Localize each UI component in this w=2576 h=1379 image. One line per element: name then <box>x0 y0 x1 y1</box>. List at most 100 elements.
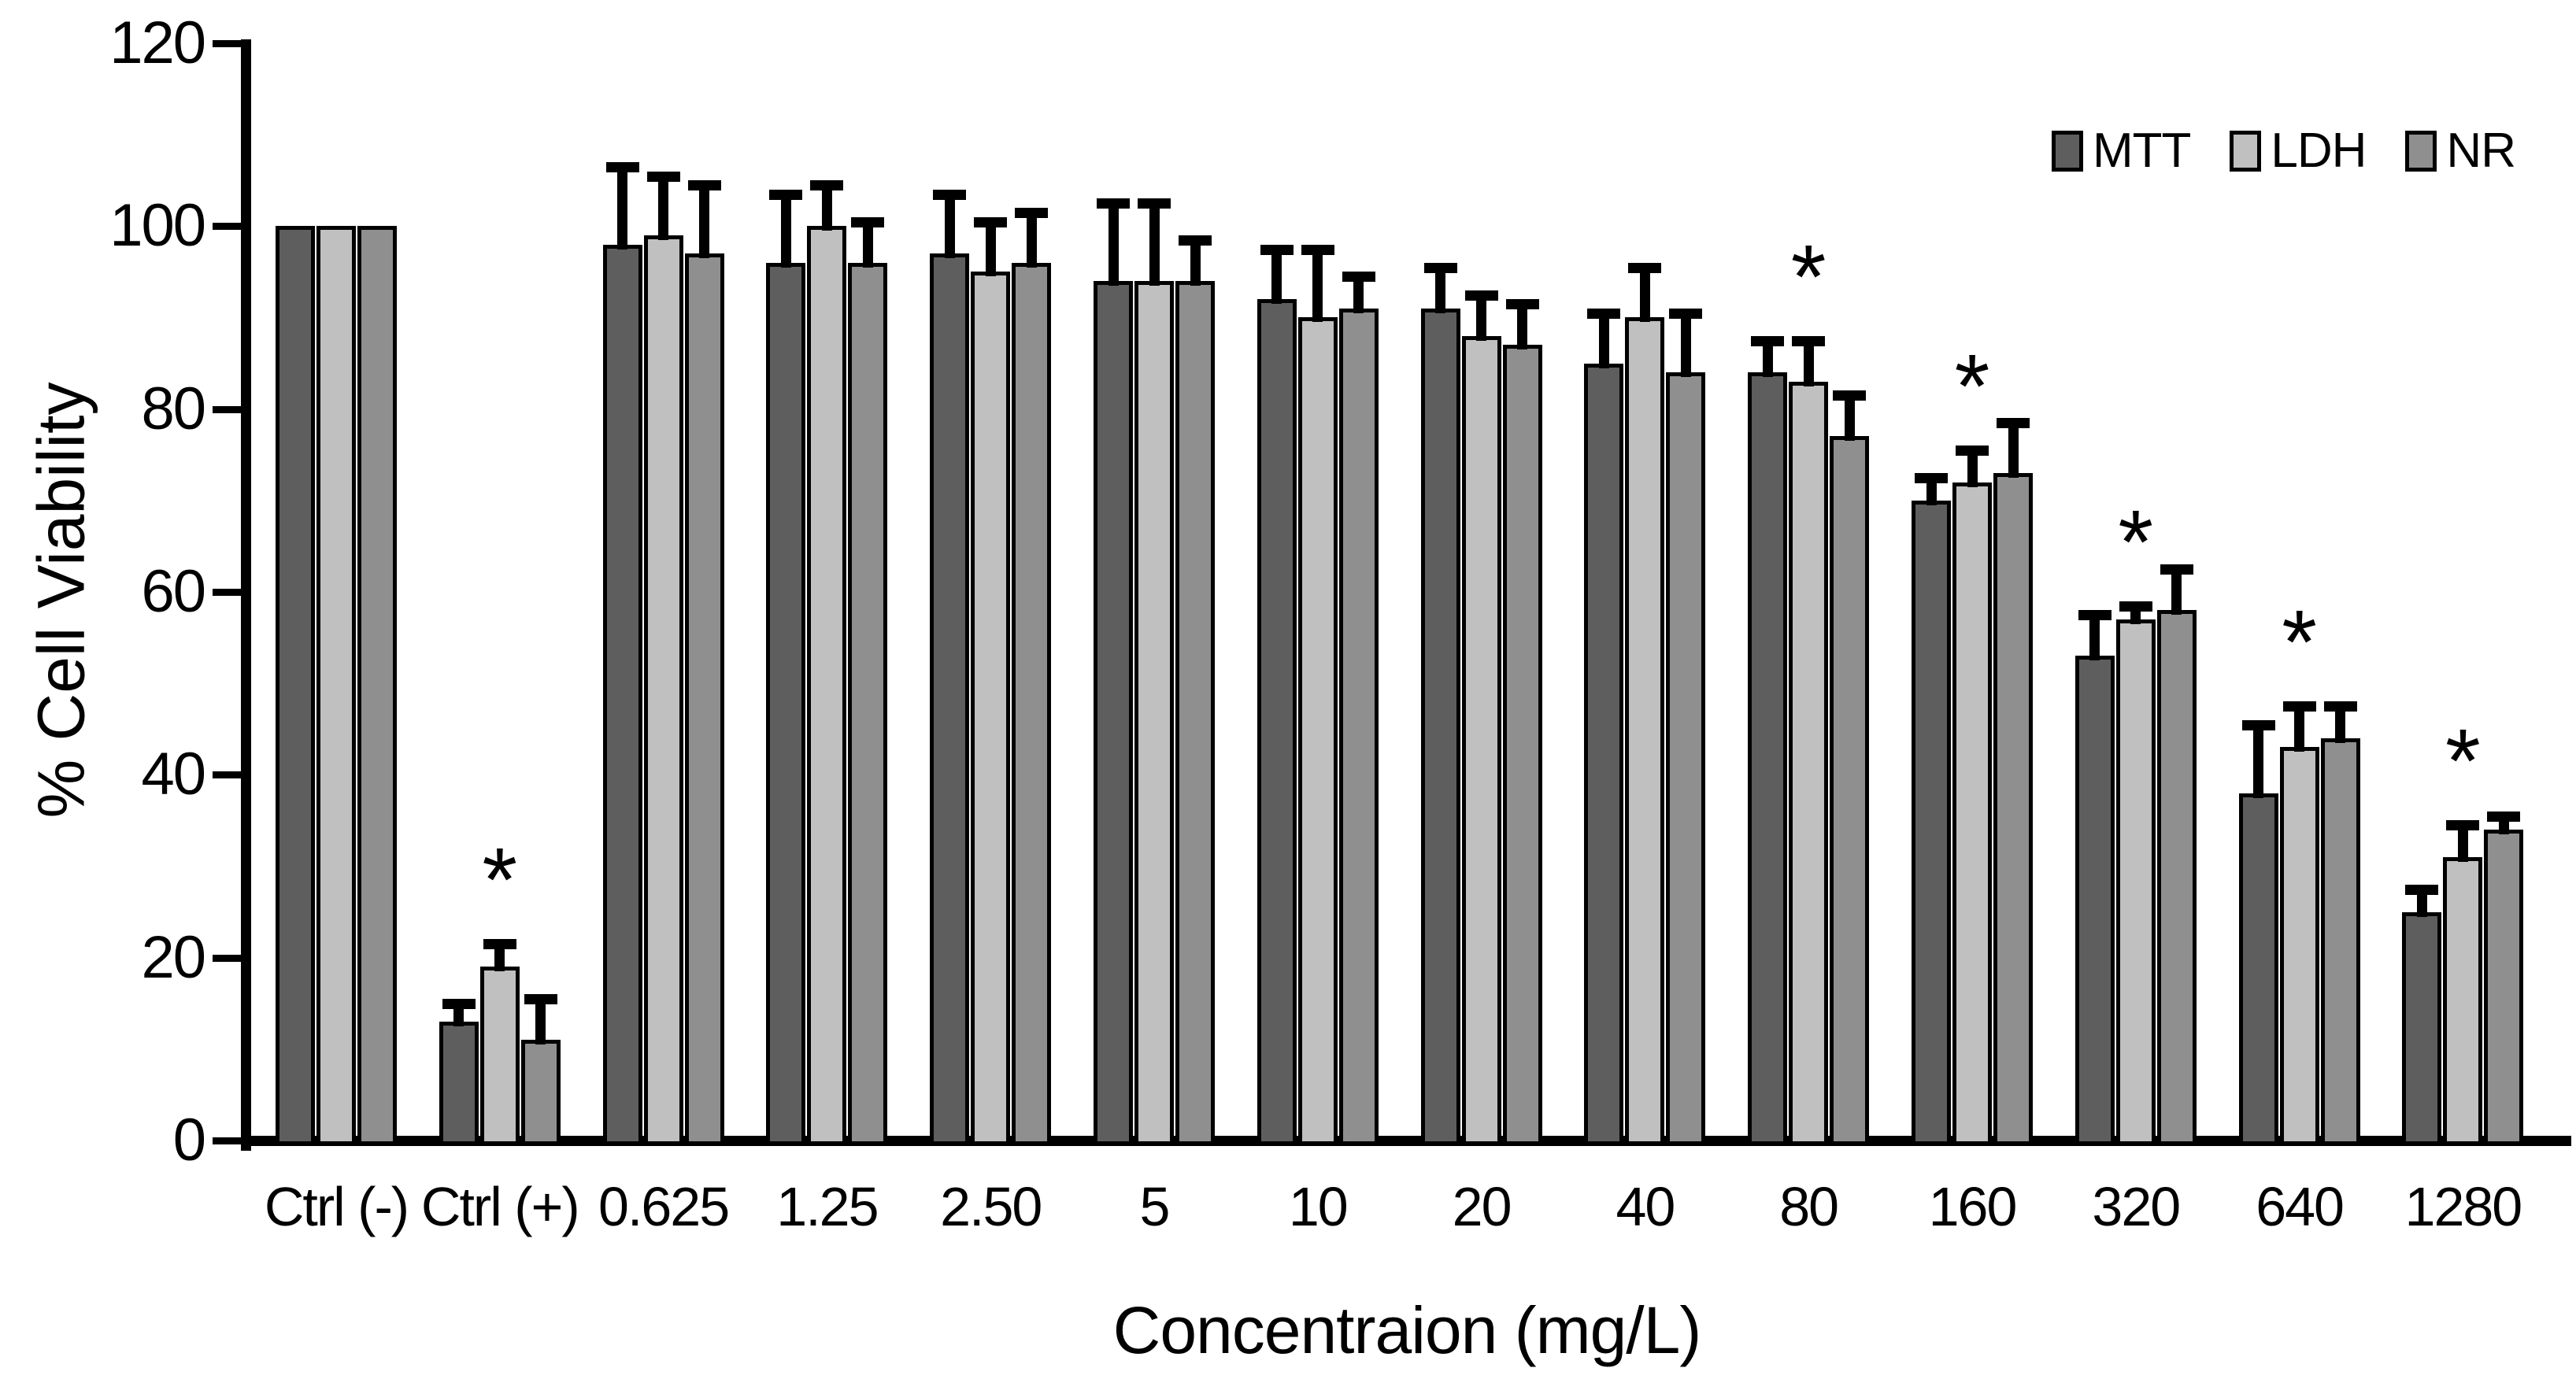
error-bar-cap <box>646 171 680 182</box>
error-bar-line <box>1190 235 1201 286</box>
bar-nr <box>848 262 888 1145</box>
bar-ldh <box>971 272 1011 1145</box>
error-bar-line <box>1680 308 1691 378</box>
bar-mtt <box>2238 793 2278 1145</box>
y-tick-label: 20 <box>141 923 206 991</box>
bar-ldh <box>2443 856 2483 1145</box>
bar-ldh <box>1789 381 1829 1145</box>
bar-mtt <box>766 262 806 1145</box>
bar-mtt <box>1420 308 1460 1145</box>
bar-ldh <box>1625 317 1665 1145</box>
x-tick-label: 10 <box>1288 1176 1349 1237</box>
error-bar-line <box>617 161 628 250</box>
error-bar-cap <box>1505 299 1539 310</box>
error-bar-cap <box>1628 262 1662 273</box>
bar-ldh <box>479 967 520 1145</box>
bar-ldh <box>1297 317 1338 1145</box>
bar-nr <box>1175 281 1215 1145</box>
legend-label: NR <box>2446 124 2516 178</box>
significance-asterisk: * <box>1954 336 1990 438</box>
error-bar-line <box>1149 198 1160 286</box>
error-bar-cap <box>1464 290 1498 301</box>
error-bar-cap <box>1342 272 1375 283</box>
error-bar-cap <box>1097 198 1130 209</box>
x-tick-label: 80 <box>1779 1176 1839 1237</box>
x-axis-title: Concentraion (mg/L) <box>1112 1293 1702 1367</box>
y-tick-mark <box>213 405 241 413</box>
error-bar-cap <box>687 180 721 191</box>
significance-asterisk: * <box>2118 492 2154 593</box>
error-bar-cap <box>810 180 844 191</box>
x-tick-label: Ctrl (+) <box>420 1176 580 1237</box>
x-tick-label: 5 <box>1139 1176 1171 1237</box>
significance-asterisk: * <box>2282 593 2317 694</box>
error-bar-cap <box>2323 701 2357 712</box>
bar-nr <box>1338 308 1379 1145</box>
error-bar-cap <box>2160 564 2193 575</box>
bar-nr <box>357 226 397 1145</box>
bar-mtt <box>930 253 970 1145</box>
legend-item-ldh: LDH <box>2230 123 2367 179</box>
error-bar-line <box>1353 272 1364 313</box>
error-bar-line <box>1967 445 1978 487</box>
error-bar-cap <box>2405 884 2439 895</box>
error-bar-line <box>2253 719 2264 798</box>
error-bar-cap <box>851 216 885 227</box>
bar-mtt <box>1584 363 1624 1145</box>
y-tick-mark <box>213 1137 241 1144</box>
y-tick-label: 80 <box>141 375 206 442</box>
error-bar-cap <box>483 939 516 950</box>
error-bar-cap <box>2487 811 2521 822</box>
error-bar-line <box>535 994 546 1045</box>
error-bar-line <box>1844 390 1855 442</box>
error-bar-line <box>1476 290 1487 341</box>
y-tick-label: 0 <box>172 1107 206 1174</box>
bar-ldh <box>1134 281 1174 1145</box>
bar-nr <box>2484 830 2524 1145</box>
error-bar-line <box>2457 820 2468 862</box>
bar-ldh <box>316 226 356 1145</box>
error-bar-line <box>780 189 791 268</box>
bar-nr <box>2320 738 2360 1145</box>
error-bar-cap <box>1915 472 1948 483</box>
legend-label: LDH <box>2271 124 2367 178</box>
error-bar-cap <box>1179 235 1212 246</box>
error-bar-line <box>1026 208 1037 268</box>
error-bar-line <box>2335 701 2346 743</box>
y-tick-mark <box>213 223 241 231</box>
x-tick-label: 20 <box>1452 1176 1512 1237</box>
y-tick-mark <box>213 771 241 779</box>
error-bar-line <box>821 180 832 231</box>
y-tick-label: 60 <box>141 557 206 625</box>
x-tick-label: 2.50 <box>940 1176 1042 1237</box>
x-tick-label: 1.25 <box>776 1176 879 1237</box>
y-tick-mark <box>213 588 241 596</box>
error-bar-cap <box>974 216 1008 227</box>
error-bar-line <box>2089 610 2100 661</box>
error-bar-line <box>1762 335 1773 378</box>
x-tick-label: 1280 <box>2404 1176 2523 1237</box>
bar-mtt <box>439 1021 479 1145</box>
error-bar-cap <box>1956 445 1989 457</box>
error-bar-cap <box>2119 601 2152 612</box>
y-tick-label: 100 <box>109 192 206 260</box>
error-bar-cap <box>1015 208 1049 219</box>
bar-mtt <box>1748 372 1788 1145</box>
legend-label: MTT <box>2093 124 2191 178</box>
x-tick-label: Ctrl (-) <box>264 1176 409 1237</box>
error-bar-line <box>944 189 955 259</box>
error-bar-cap <box>2078 610 2112 621</box>
legend: MTT LDH NR <box>2052 123 2516 179</box>
error-bar-cap <box>1423 262 1457 273</box>
bar-mtt <box>602 244 642 1145</box>
bar-ldh <box>2279 747 2319 1145</box>
significance-asterisk: * <box>482 830 518 932</box>
error-bar-cap <box>1997 418 2030 429</box>
significance-asterisk: * <box>2445 712 2481 813</box>
legend-item-mtt: MTT <box>2052 123 2191 179</box>
error-bar-cap <box>442 998 476 1009</box>
error-bar-line <box>658 171 669 240</box>
bar-nr <box>684 253 724 1145</box>
error-bar-cap <box>1792 335 1826 346</box>
